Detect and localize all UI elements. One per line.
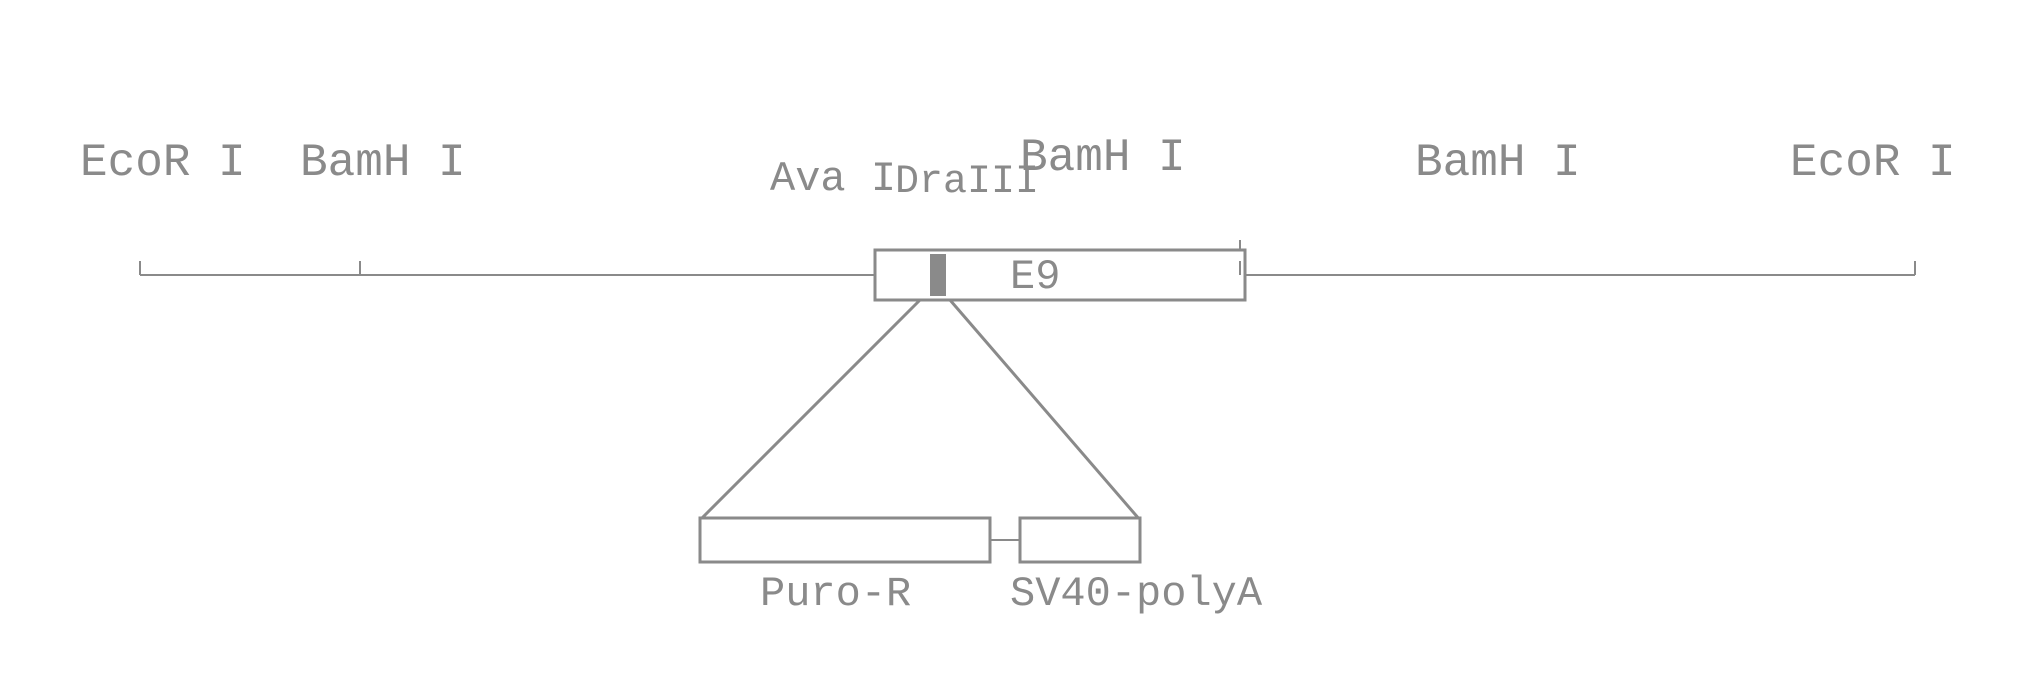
callout-line-left [700, 300, 920, 520]
site-label: BamH I [300, 137, 466, 189]
site-label: DraIII [895, 160, 1039, 205]
site-label: BamH I [1415, 137, 1581, 189]
callout-line-right [950, 300, 1140, 520]
cassette-box [1020, 518, 1140, 562]
site-label: EcoR I [1790, 137, 1956, 189]
gene-label: E9 [1010, 253, 1060, 301]
cassette-box [700, 518, 990, 562]
site-label: BamH I [1020, 132, 1186, 184]
cassette-label: Puro-R [760, 570, 911, 618]
site-label: EcoR I [80, 137, 246, 189]
insertion-mark [930, 254, 946, 296]
site-label: Ava I [770, 155, 896, 203]
cassette-label: SV40-polyA [1010, 570, 1263, 618]
